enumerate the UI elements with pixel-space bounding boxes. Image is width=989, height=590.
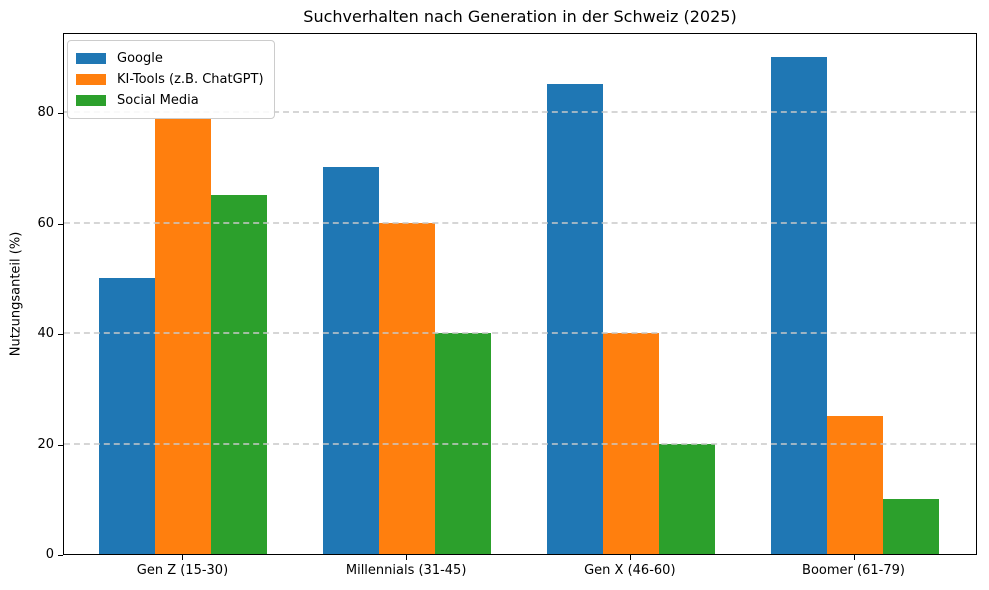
x-tick-mark: [182, 555, 184, 560]
legend-item: KI-Tools (z.B. ChatGPT): [76, 69, 264, 90]
x-tick-label: Gen X (46-60): [584, 563, 676, 578]
legend-swatch: [76, 95, 106, 106]
bar: [99, 277, 156, 554]
legend-item: Google: [76, 48, 264, 69]
x-tick-label: Boomer (61-79): [802, 563, 905, 578]
legend: Google KI-Tools (z.B. ChatGPT) Social Medi…: [67, 40, 275, 119]
legend-swatch: [76, 74, 106, 85]
y-tick-mark: [58, 334, 63, 336]
chart-title: Suchverhalten nach Generation in der Sch…: [303, 7, 737, 26]
bar: [211, 194, 268, 554]
y-tick-mark: [58, 113, 63, 115]
y-tick-label: 20: [37, 436, 54, 452]
y-tick-label: 40: [37, 326, 54, 342]
y-tick-label: 60: [37, 215, 54, 231]
bar: [882, 498, 939, 554]
gridline: [64, 111, 976, 114]
gridline: [64, 221, 976, 224]
x-tick-mark: [406, 555, 408, 560]
legend-item: Social Media: [76, 90, 264, 111]
gridline: [64, 332, 976, 335]
y-tick-mark: [58, 555, 63, 556]
y-tick-mark: [58, 223, 63, 225]
bar: [658, 443, 715, 554]
x-tick-mark: [853, 555, 855, 560]
bar: [826, 415, 883, 554]
plot-area: [63, 33, 977, 555]
bar: [546, 84, 603, 554]
legend-label: Google: [117, 51, 163, 66]
y-tick-label: 0: [45, 547, 54, 562]
gridline: [64, 442, 976, 445]
y-tick-mark: [58, 444, 63, 446]
bar: [379, 222, 436, 554]
x-tick-label: Gen Z (15-30): [136, 563, 229, 578]
bar: [323, 167, 380, 554]
legend-label: Social Media: [117, 93, 199, 108]
legend-swatch: [76, 53, 106, 64]
x-tick-label: Millennials (31-45): [345, 563, 467, 578]
legend-label: KI-Tools (z.B. ChatGPT): [117, 72, 264, 87]
bar: [155, 117, 212, 554]
x-tick-mark: [629, 555, 631, 560]
bar: [770, 56, 827, 554]
y-tick-label: 80: [37, 105, 54, 121]
